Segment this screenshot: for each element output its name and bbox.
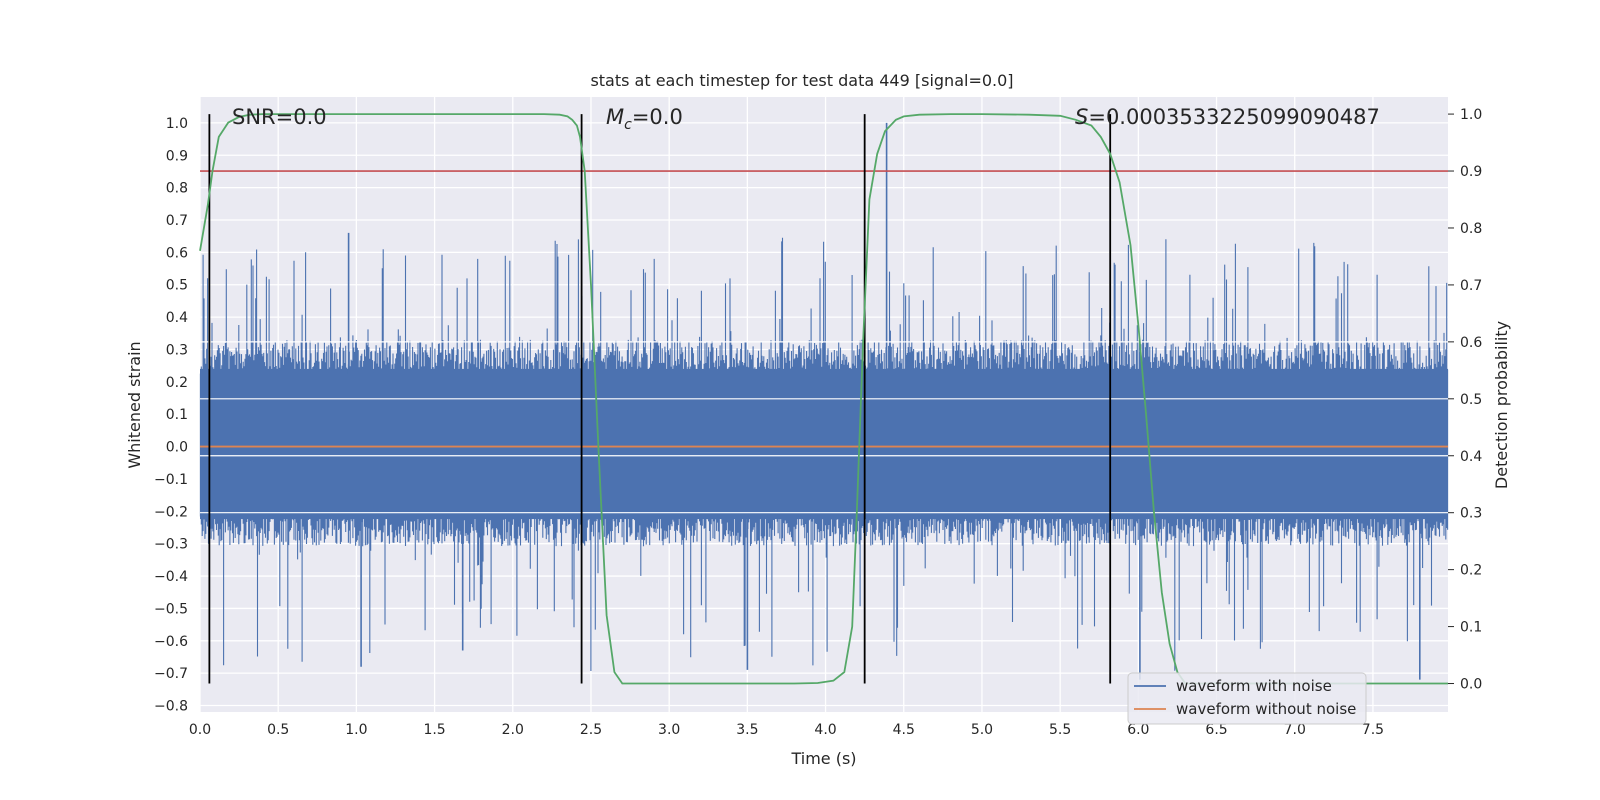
legend-label-clean: waveform without noise [1176,700,1356,718]
mc-value: =0.0 [632,105,683,129]
legend: waveform with noise waveform without noi… [1127,672,1367,725]
y2-tick-label: 0.9 [1460,164,1482,180]
y2-tick-label: 1.0 [1460,107,1482,123]
y-tick-label: −0.5 [154,601,188,617]
y-tick-label: 0.2 [166,375,188,391]
y-tick-label: −0.4 [154,569,188,585]
s-value: =0.0003533225099090487 [1088,105,1380,129]
y2-tick-label: 0.8 [1460,221,1482,237]
y2-tick-label: 0.3 [1460,506,1482,522]
annotation-snr: SNR=0.0 [232,105,327,129]
mc-symbol: M [606,105,624,129]
annotation-mc: Mc=0.0 [606,105,683,133]
x-tick-label: 7.0 [1284,722,1306,738]
annotation-s: S=0.0003533225099090487 [1075,105,1380,129]
noise-trace [199,237,1449,672]
y-axis-label: Whitened strain [125,341,144,468]
y-tick-label: −0.3 [154,537,188,553]
legend-box [1127,672,1367,725]
x-tick-label: 1.5 [423,722,445,738]
y-tick-label: 0.7 [166,213,188,229]
x-tick-label: 5.0 [971,722,993,738]
series-detection-probability [199,113,1448,685]
x-tick-labels: 0.0 0.5 1.0 1.5 2.0 2.5 3.0 3.5 4.0 4.5 5.0 5.5 6.0 6… [189,722,1384,738]
x-tick-label: 3.5 [736,722,758,738]
y-tick-label: −0.7 [154,666,188,682]
s-symbol: S [1075,105,1088,129]
chart-title: stats at each timestep for test data 449… [590,71,1013,90]
y-tick-label: 0.6 [166,245,188,261]
y-tick-label: 1.0 [166,116,188,132]
y2-tick-label: 0.1 [1460,620,1482,636]
y-tick-label: 0.8 [166,181,188,197]
x-tick-label: 4.5 [893,722,915,738]
y2-tick-label: 0.2 [1460,563,1482,579]
x-axis-label: Time (s) [790,749,856,768]
overlay-lines [199,113,1448,685]
y2-tick-label: 0.0 [1460,677,1482,693]
x-tick-label: 1.0 [345,722,367,738]
y-tick-labels: −0.8 −0.7 −0.6 −0.5 −0.4 −0.3 −0.2 −0.1 0.0 0.1 0.… [154,116,188,715]
series-waveform-with-noise [199,122,1449,680]
x-tick-label: 0.0 [189,722,211,738]
mc-subscript: c [624,117,632,133]
noise-spikes [347,122,1421,680]
y-tick-label: −0.8 [154,699,188,715]
legend-label-noise: waveform with noise [1176,677,1332,695]
x-tick-label: 7.5 [1362,722,1384,738]
y-tick-label: 0.9 [166,148,188,164]
y-tick-label: 0.1 [166,407,188,423]
x-tick-label: 0.5 [267,722,289,738]
y-tick-label: 0.3 [166,342,188,358]
y2-axis-label: Detection probability [1492,321,1511,489]
y2-tick-label: 0.4 [1460,449,1482,465]
x-tick-label: 2.5 [580,722,602,738]
x-tick-label: 5.5 [1049,722,1071,738]
y-tick-label: −0.6 [154,634,188,650]
x-tick-label: 2.0 [502,722,524,738]
x-tick-label: 4.0 [814,722,836,738]
y2-tick-label: 0.7 [1460,278,1482,294]
y-tick-label: −0.2 [154,504,188,520]
y-tick-label: 0.4 [166,310,188,326]
y-tick-label: −0.1 [154,472,188,488]
y-tick-label: 0.0 [166,440,188,456]
x-tick-label: 6.0 [1127,722,1149,738]
y2-tick-label: 0.5 [1460,392,1482,408]
x-tick-label: 3.0 [658,722,680,738]
y-tick-label: 0.5 [166,278,188,294]
y2-tick-label: 0.6 [1460,335,1482,351]
x-tick-label: 6.5 [1205,722,1227,738]
y2-tick-labels: 0.0 0.1 0.2 0.3 0.4 0.5 0.6 0.7 0.8 0.9 1.0 [1448,107,1482,693]
